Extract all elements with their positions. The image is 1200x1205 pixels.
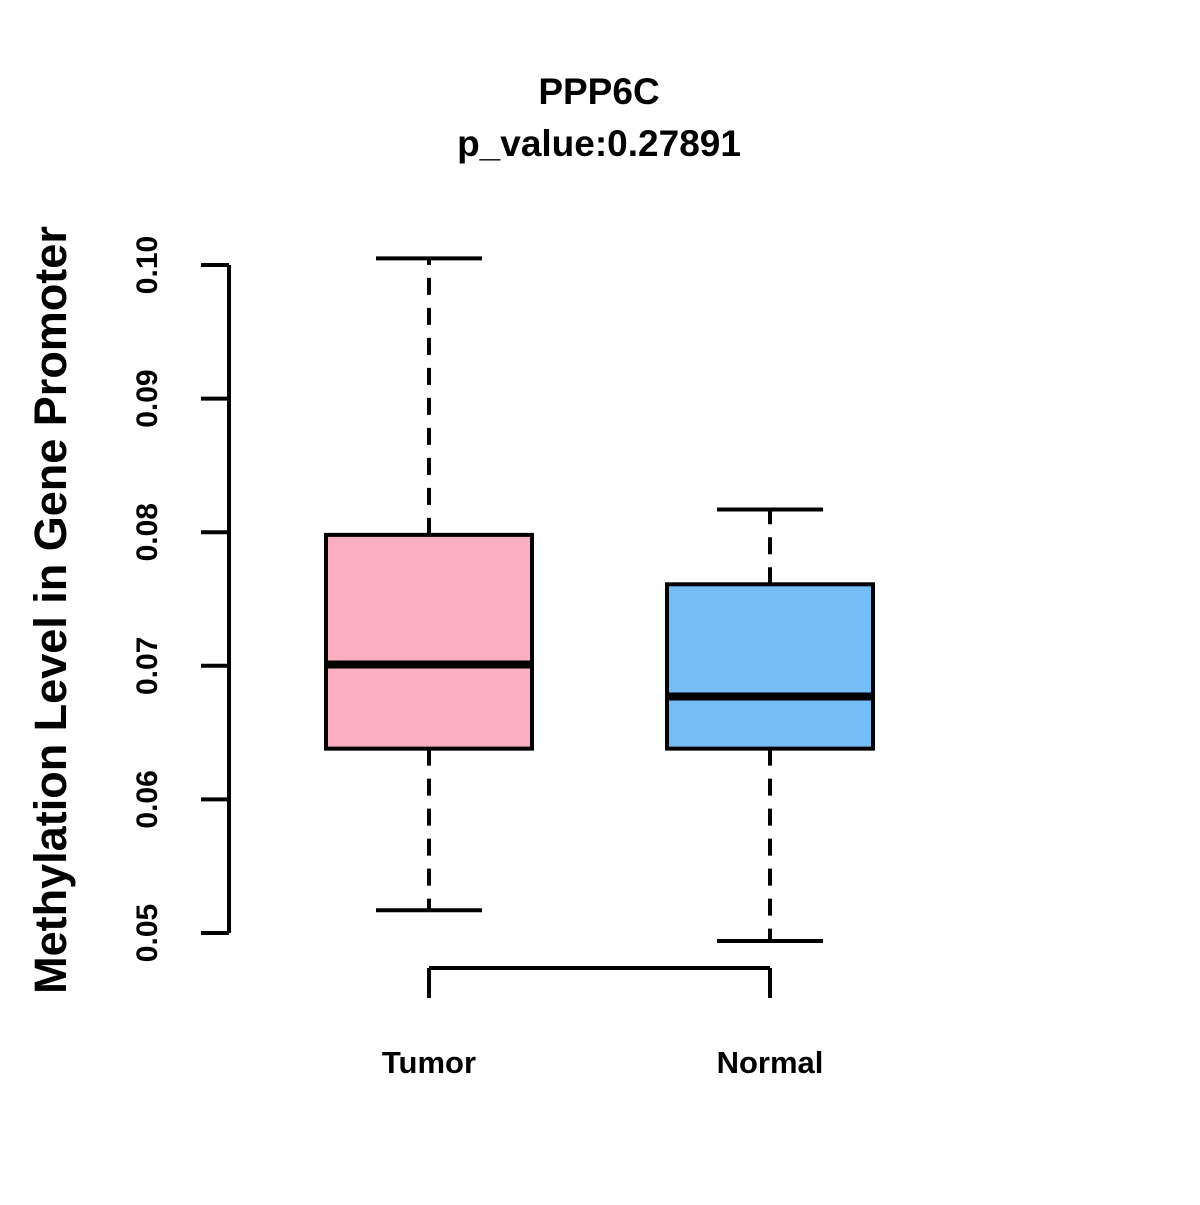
- y-axis-tick-label: 0.08: [131, 503, 164, 561]
- y-axis-tick-label: 0.06: [131, 770, 164, 828]
- x-category-label-normal: Normal: [717, 1045, 824, 1080]
- y-axis-tick-label: 0.05: [131, 904, 164, 962]
- y-axis-tick-label: 0.07: [131, 637, 164, 695]
- normal-iqr-box: [665, 582, 875, 751]
- tumor-iqr-box: [324, 532, 534, 751]
- plot-dynamic-layer: 0.05 0.06 0.07 0.08 0.09 0.10: [131, 236, 875, 998]
- y-axis-label: Methylation Level in Gene Promoter: [25, 226, 76, 994]
- x-category-label-tumor: Tumor: [382, 1045, 476, 1080]
- y-axis-tick-label: 0.09: [131, 369, 164, 427]
- y-axis-tick-label: 0.10: [131, 236, 164, 294]
- chart-title: PPP6C: [538, 71, 659, 112]
- chart-subtitle: p_value:0.27891: [457, 123, 741, 164]
